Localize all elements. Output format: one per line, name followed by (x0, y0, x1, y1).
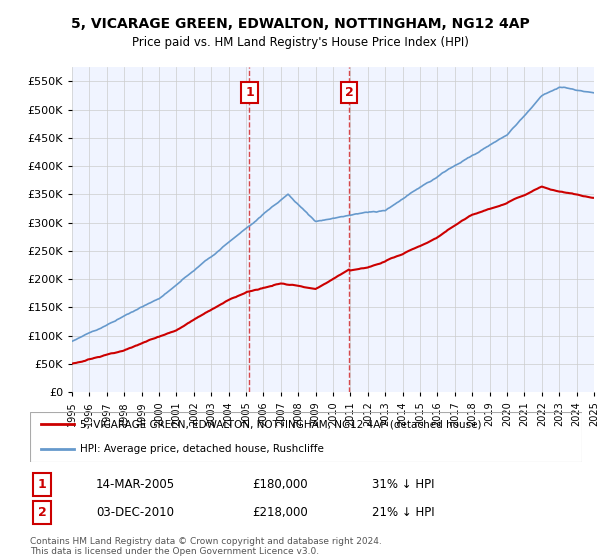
Text: 03-DEC-2010: 03-DEC-2010 (96, 506, 174, 519)
Text: 5, VICARAGE GREEN, EDWALTON, NOTTINGHAM, NG12 4AP (detached house): 5, VICARAGE GREEN, EDWALTON, NOTTINGHAM,… (80, 419, 481, 429)
Text: Contains HM Land Registry data © Crown copyright and database right 2024.: Contains HM Land Registry data © Crown c… (30, 537, 382, 546)
Text: 1: 1 (38, 478, 46, 491)
Text: 5, VICARAGE GREEN, EDWALTON, NOTTINGHAM, NG12 4AP: 5, VICARAGE GREEN, EDWALTON, NOTTINGHAM,… (71, 17, 529, 31)
Text: 2: 2 (344, 86, 353, 99)
Text: 21% ↓ HPI: 21% ↓ HPI (372, 506, 434, 519)
Text: HPI: Average price, detached house, Rushcliffe: HPI: Average price, detached house, Rush… (80, 445, 323, 454)
Text: 2: 2 (38, 506, 46, 519)
Text: 1: 1 (245, 86, 254, 99)
Text: £218,000: £218,000 (252, 506, 308, 519)
Text: £180,000: £180,000 (252, 478, 308, 491)
Text: This data is licensed under the Open Government Licence v3.0.: This data is licensed under the Open Gov… (30, 547, 319, 556)
Text: 31% ↓ HPI: 31% ↓ HPI (372, 478, 434, 491)
Text: Price paid vs. HM Land Registry's House Price Index (HPI): Price paid vs. HM Land Registry's House … (131, 36, 469, 49)
Text: 14-MAR-2005: 14-MAR-2005 (96, 478, 175, 491)
